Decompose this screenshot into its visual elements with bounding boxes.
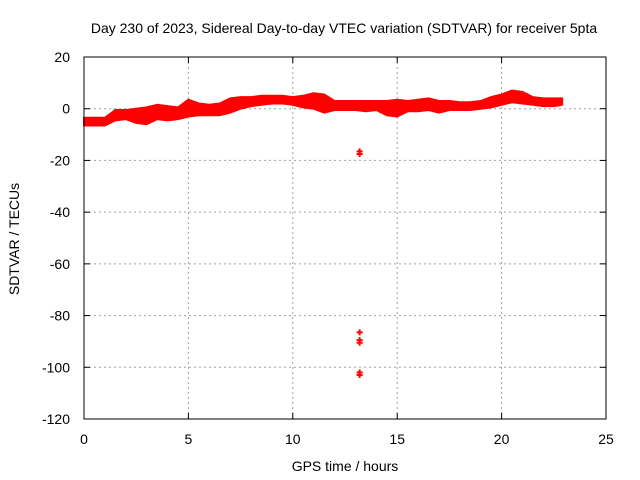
x-tick-label: 10	[285, 431, 301, 447]
x-tick-label: 15	[389, 431, 405, 447]
y-tick-label: -60	[50, 256, 70, 272]
axis-ticks	[83, 56, 607, 420]
y-tick-label: 0	[62, 101, 70, 117]
data-series	[83, 89, 564, 127]
outlier-point	[356, 372, 363, 379]
x-tick-labels: 0 5 10 15 20 25	[80, 431, 614, 447]
y-tick-labels: 20 0 -20 -40 -60 -80 -100 -120	[42, 49, 70, 427]
x-tick-label: 5	[185, 431, 193, 447]
outlier-point	[356, 329, 363, 336]
y-axis-label: SDTVAR / TECUs	[6, 183, 22, 295]
y-tick-label: -20	[50, 152, 70, 168]
outlier-points	[356, 148, 363, 379]
y-tick-label: -100	[42, 359, 70, 375]
y-tick-label: -80	[50, 308, 70, 324]
plot-frame	[83, 56, 607, 420]
x-tick-label: 25	[598, 431, 614, 447]
y-tick-label: 20	[54, 49, 70, 65]
outlier-point	[356, 339, 363, 346]
sdtvar-band	[83, 89, 564, 127]
x-tick-label: 20	[494, 431, 510, 447]
outlier-point	[356, 150, 363, 157]
y-tick-label: -120	[42, 411, 70, 427]
y-tick-label: -40	[50, 204, 70, 220]
x-tick-label: 0	[80, 431, 88, 447]
x-axis-label: GPS time / hours	[292, 458, 399, 474]
chart-title: Day 230 of 2023, Sidereal Day-to-day VTE…	[91, 20, 598, 36]
